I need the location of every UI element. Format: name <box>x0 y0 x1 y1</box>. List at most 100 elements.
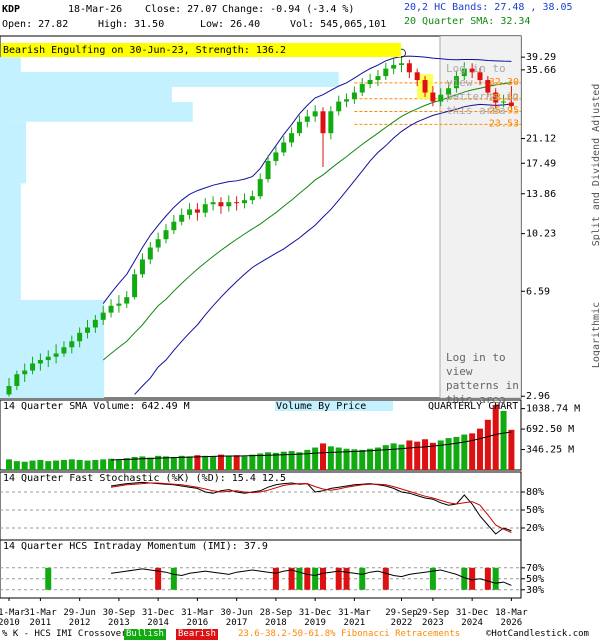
candle-body <box>116 303 122 306</box>
volume-bar <box>398 444 405 470</box>
candle-body <box>351 92 357 100</box>
candle-body <box>69 341 75 348</box>
volume-bar <box>108 458 115 470</box>
candle-body <box>139 259 145 275</box>
signal-bar <box>382 567 389 590</box>
signal-bar <box>312 567 319 590</box>
candle-body <box>163 230 169 240</box>
candle-body <box>383 68 389 77</box>
panel <box>0 567 521 591</box>
volume-bar <box>508 429 515 470</box>
fib-label: 25.95 <box>489 106 519 117</box>
volume-bar <box>312 447 319 470</box>
y-tick-label: 80% <box>526 487 544 498</box>
panel-title: 14 Quarter Fast Stochastic (%K) (%D): 15… <box>3 473 286 484</box>
volume-bar <box>406 440 413 470</box>
y-tick-label: 39.29 <box>526 52 556 63</box>
volume-bar <box>178 455 185 470</box>
indicator-line <box>110 481 512 535</box>
x-tick-label: 31-Dec 2019 <box>298 608 332 628</box>
y-tick-label: 30% <box>526 585 544 596</box>
y-tick-label: 692.50 M <box>526 424 574 435</box>
signal-bar <box>359 567 366 590</box>
candle-body <box>147 247 153 260</box>
candle-body <box>336 101 342 112</box>
candle-body <box>14 374 20 386</box>
volume-bar <box>390 443 397 470</box>
volume-by-price-bar <box>0 183 21 237</box>
signal-bar <box>484 567 491 590</box>
candle-body <box>22 370 28 375</box>
volume-bar <box>29 460 36 470</box>
candle-body <box>171 221 177 231</box>
y-tick-label: 10.23 <box>526 229 556 240</box>
y-tick-label: 346.25 M <box>526 445 574 456</box>
signal-bar <box>469 567 476 590</box>
x-tick-label: 28-Sep 2018 <box>259 608 293 628</box>
copyright: ©HotCandlestick.com <box>486 629 589 639</box>
candle-body <box>430 92 436 102</box>
signal-bar <box>492 567 499 590</box>
candle-body <box>45 356 51 361</box>
volume-by-price-bar <box>0 71 339 87</box>
candle-body <box>281 142 287 153</box>
volume-bar <box>233 455 240 470</box>
volume-bar <box>186 456 193 470</box>
volume-bar <box>241 456 248 470</box>
volume-bar <box>163 456 169 470</box>
panel-frame <box>0 471 522 541</box>
x-tick-label: 31-Mar 2010 <box>0 608 26 628</box>
candle-body <box>265 160 271 180</box>
volume-bar <box>21 461 28 470</box>
volume-bar <box>469 433 476 470</box>
signal-bar <box>288 567 295 590</box>
x-tick-label: 18-Mar 2026 <box>495 608 528 628</box>
candle-body <box>249 196 255 201</box>
candle-body <box>202 204 208 213</box>
signal-bar <box>320 567 326 590</box>
candle-body <box>453 76 459 89</box>
volume-bar <box>53 460 60 470</box>
y-tick-label: 50% <box>526 505 544 516</box>
volume-by-price-bar <box>0 121 27 184</box>
x-tick-label: 31-Mar 2021 <box>338 608 371 628</box>
volume-bar <box>194 455 201 470</box>
volume-bar <box>84 460 91 470</box>
volume-bar <box>155 455 162 470</box>
volume-bar <box>131 457 138 470</box>
candle-body <box>328 111 334 134</box>
panel <box>0 36 521 398</box>
legend-entry: Bearish <box>176 629 218 640</box>
y-tick-label: 35.66 <box>526 65 556 76</box>
volume-by-price-bar <box>0 236 21 300</box>
sma-readout: 20 Quarter SMA: 32.34 <box>404 16 530 27</box>
date: 18-Mar-26 <box>68 4 122 15</box>
candle-body <box>6 385 12 395</box>
candle-body <box>289 133 295 143</box>
volume-bar <box>6 459 12 470</box>
volume-bar <box>484 419 491 470</box>
volume-bar <box>320 443 326 470</box>
volume-bar <box>68 459 75 470</box>
change: Change: -0.94 (-3.4 %) <box>222 4 354 15</box>
volume-bar <box>249 454 256 470</box>
fib-label: 23.53 <box>489 118 519 129</box>
candle-body <box>92 319 98 328</box>
candle-body <box>37 360 43 364</box>
signal-bar <box>304 567 311 590</box>
signal-bar <box>272 567 279 590</box>
signal-bar <box>343 567 350 590</box>
volume-bar <box>265 452 272 470</box>
candle-body <box>296 121 302 134</box>
signal-bar <box>45 567 52 590</box>
candle-body <box>399 63 404 66</box>
indicator-line <box>134 103 512 395</box>
volume-bar <box>335 447 342 470</box>
x-tick-label: 30-Jun 2017 <box>220 608 253 628</box>
ticker: KDP <box>2 4 20 15</box>
x-tick-label: 29-Sep 2023 <box>416 608 450 628</box>
signal-bar <box>296 567 303 590</box>
candle-body <box>469 68 475 73</box>
crossover-label: % K - HCS IMI Crossover: <box>2 629 133 639</box>
